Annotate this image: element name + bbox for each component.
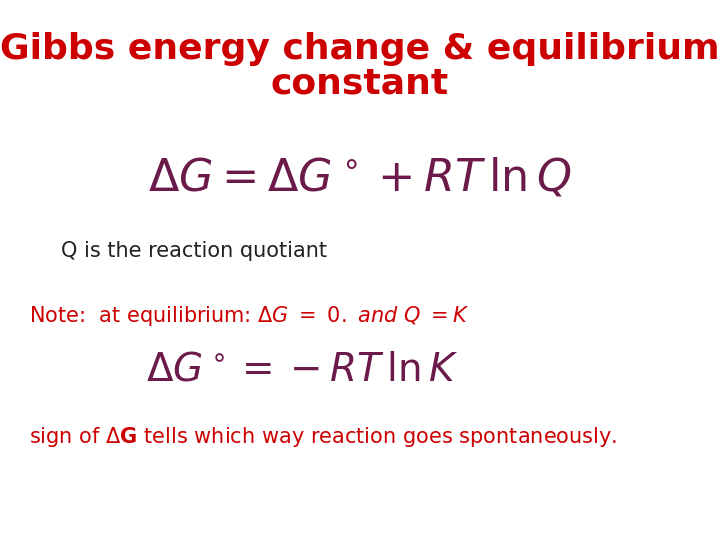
Text: constant: constant <box>271 67 449 100</box>
Text: $\Delta G = \Delta G^\circ + RT\,\ln Q$: $\Delta G = \Delta G^\circ + RT\,\ln Q$ <box>148 157 572 200</box>
Text: $\Delta G^\circ = -RT\,\ln K$: $\Delta G^\circ = -RT\,\ln K$ <box>146 352 459 388</box>
Text: sign of $\Delta\mathbf{G}$ tells which way reaction goes spontaneously.: sign of $\Delta\mathbf{G}$ tells which w… <box>29 426 617 449</box>
Text: Q is the reaction quotiant: Q is the reaction quotiant <box>61 241 327 261</box>
Text: Note:  at equilibrium: $\Delta\mathit{G}$ $=$ $0.$ $\mathit{and}$ $Q$ $=K$: Note: at equilibrium: $\Delta\mathit{G}$… <box>29 304 469 328</box>
Text: Gibbs energy change & equilibrium: Gibbs energy change & equilibrium <box>0 32 720 65</box>
